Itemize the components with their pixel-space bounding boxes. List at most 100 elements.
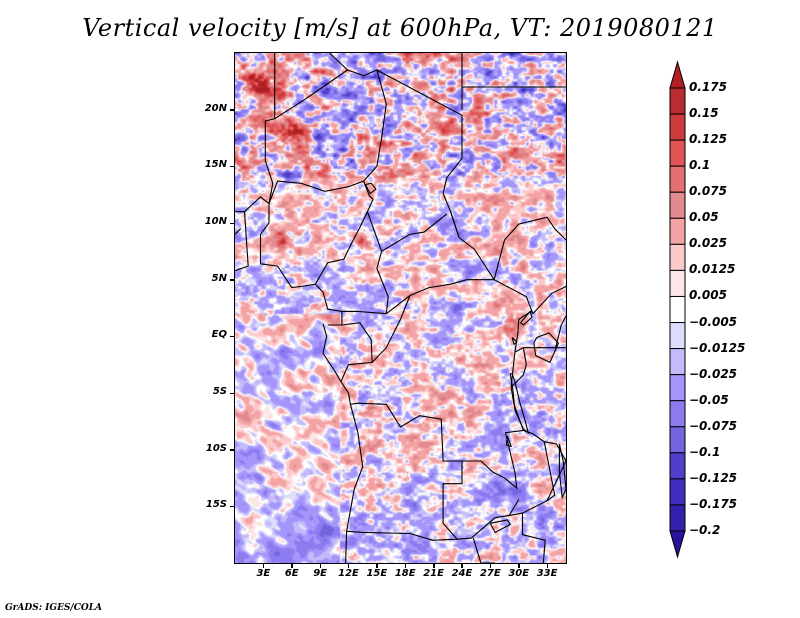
country-border (376, 69, 463, 238)
x-tick-mark (347, 563, 350, 568)
colorbar-level-label: 0.075 (689, 184, 727, 199)
y-tick-mark (230, 165, 235, 168)
x-tick-mark (518, 563, 520, 568)
colorbar-level-label: −0.2 (689, 523, 721, 537)
colorbar-level-label: 0.125 (689, 132, 727, 147)
x-tick-mark (376, 563, 378, 568)
x-tick-label: 21E (423, 568, 444, 579)
country-border (340, 322, 373, 382)
country-border (381, 213, 448, 252)
colorbar-swatch (669, 165, 686, 193)
country-border (371, 295, 411, 363)
x-tick-mark (546, 563, 549, 568)
x-tick-label: 24E (451, 568, 473, 579)
map-plot-area (234, 52, 567, 564)
country-border (555, 315, 567, 348)
velocity-field-shading (235, 53, 566, 563)
x-tick-label: 6E (284, 568, 299, 579)
colorbar-swatch (669, 87, 686, 115)
country-border (329, 52, 348, 71)
y-tick-label: EQ (211, 329, 227, 341)
x-tick-label: 33E (536, 568, 558, 579)
x-tick-mark (489, 563, 492, 568)
x-tick-label: 3E (256, 568, 271, 579)
colorbar-level-label: −0.1 (689, 444, 721, 459)
x-tick-label: 30E (508, 568, 530, 579)
country-border (450, 211, 495, 280)
lake-outline (520, 310, 533, 326)
y-tick-label: 5N (211, 272, 227, 284)
country-border (462, 429, 524, 490)
chart-title: Vertical velocity [m/s] at 600hPa, VT: 2… (82, 14, 718, 42)
colorbar-level-label: −0.075 (689, 418, 738, 433)
country-border (532, 286, 567, 315)
x-tick-label: 27E (479, 568, 501, 579)
colorbar-level-label: −0.125 (689, 470, 738, 485)
country-border (346, 530, 472, 541)
lake-outline (489, 519, 511, 534)
country-border (235, 196, 270, 264)
y-tick-label: 15N (204, 159, 227, 171)
x-tick-label: 15E (366, 568, 388, 579)
country-border (508, 499, 520, 516)
x-tick-mark (433, 563, 435, 568)
country-border (385, 279, 534, 315)
y-tick-mark (230, 222, 235, 224)
x-tick-label: 12E (338, 568, 359, 579)
colorbar-swatch (669, 348, 686, 376)
colorbar-swatch (669, 191, 686, 219)
colorbar-extend-max (669, 60, 686, 89)
y-tick-label: 15S (205, 499, 227, 511)
colorbar-level-label: 0.0125 (689, 262, 736, 277)
colorbar-extend-min (669, 530, 686, 559)
country-border (510, 347, 527, 388)
colorbar-level-label: −0.05 (689, 392, 729, 407)
colorbar-level-label: 0.15 (689, 106, 719, 121)
x-tick-label: 18E (394, 568, 416, 579)
y-tick-mark (230, 505, 235, 508)
y-tick-mark (230, 335, 235, 338)
lake-outline (365, 182, 377, 195)
colorbar-swatch (669, 374, 686, 402)
country-border (472, 537, 496, 564)
x-tick-mark (461, 563, 463, 568)
colorbar-level-label: −0.005 (689, 314, 738, 329)
colorbar (669, 60, 686, 559)
x-tick-mark (319, 563, 322, 568)
country-border (234, 228, 242, 235)
country-border (314, 198, 374, 285)
colorbar-level-label: −0.175 (689, 496, 738, 511)
colorbar-swatch (669, 269, 686, 297)
x-tick-mark (262, 563, 265, 568)
colorbar-swatch (669, 295, 686, 324)
country-border (521, 513, 546, 564)
lake-outline (511, 337, 518, 346)
y-tick-mark (230, 449, 235, 451)
colorbar-swatch (669, 217, 686, 245)
grads-credit: GrADS: IGES/COLA (5, 603, 103, 613)
colorbar-swatch (669, 426, 686, 454)
country-border (327, 311, 343, 326)
colorbar-swatch (669, 504, 686, 532)
y-tick-label: 10N (204, 216, 227, 227)
country-border (546, 460, 567, 501)
colorbar-level-label: −0.025 (689, 366, 738, 381)
country-border (264, 53, 276, 204)
country-border (268, 180, 364, 204)
lake-outline (558, 443, 567, 500)
colorbar-level-label: 0.175 (689, 80, 727, 94)
country-border (510, 352, 567, 462)
colorbar-level-label: 0.005 (689, 288, 727, 303)
y-tick-label: 5S (212, 386, 227, 397)
colorbar-swatch (669, 113, 686, 141)
map-boundaries (234, 52, 567, 564)
country-border (260, 263, 324, 293)
colorbar-swatch (669, 322, 686, 350)
y-tick-mark (230, 392, 235, 394)
colorbar-level-label: 0.025 (689, 236, 727, 251)
y-tick-label: 10S (205, 442, 227, 454)
country-border (345, 404, 364, 564)
country-border (322, 323, 349, 394)
colorbar-level-label: −0.0125 (689, 340, 746, 355)
country-border (234, 211, 249, 272)
